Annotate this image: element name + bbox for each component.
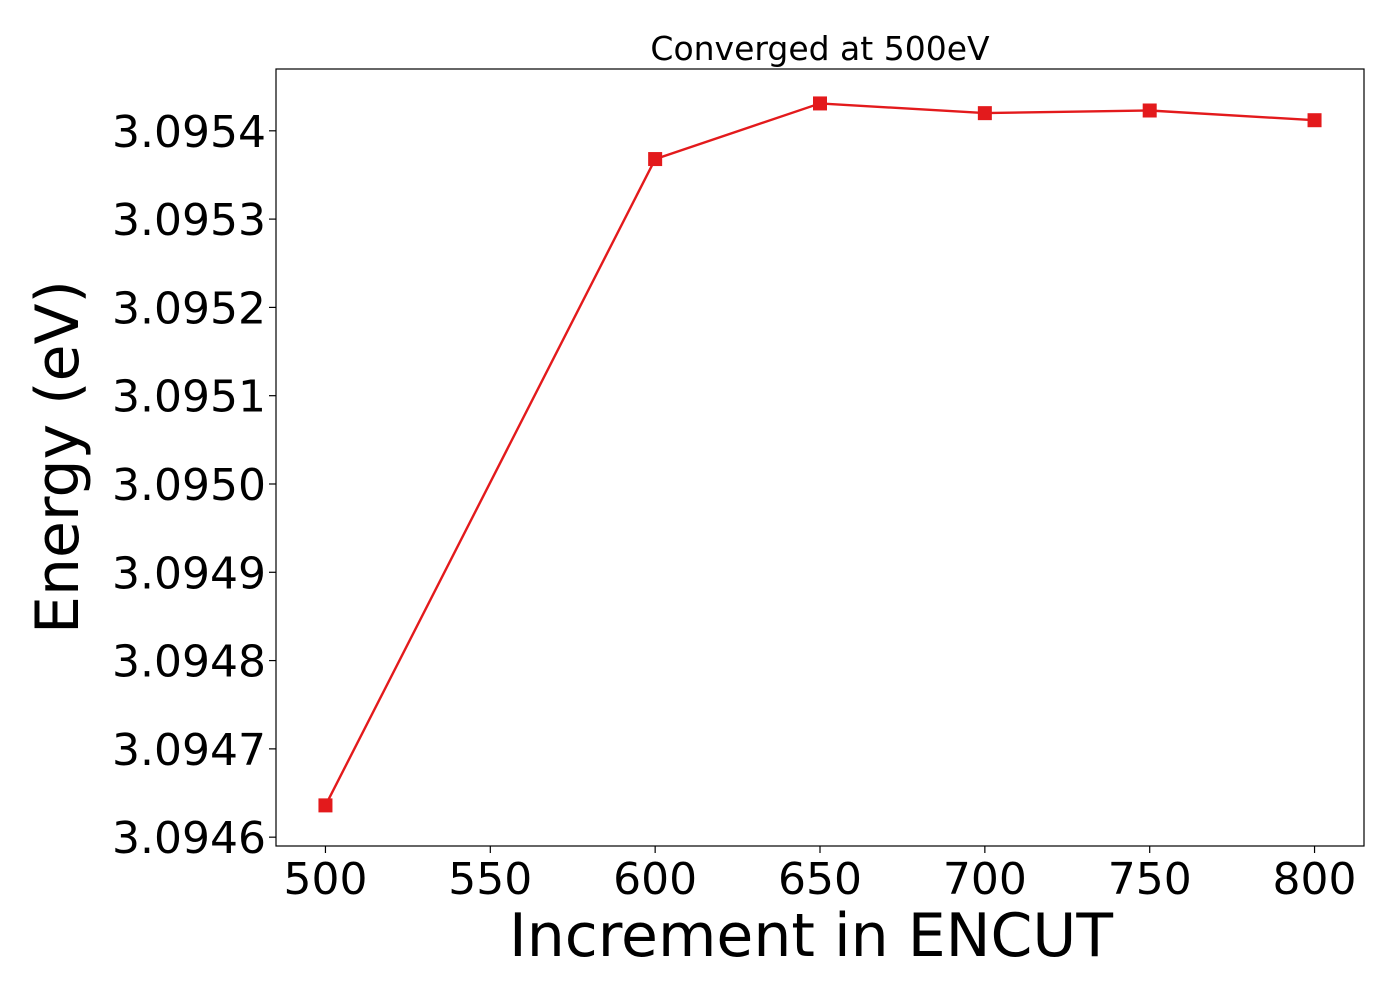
plot-area: 500 550 600 650 700 750 800 3.0946 3.0947 3.0948 3… <box>112 68 1365 905</box>
x-tick-label: 600 <box>613 854 697 905</box>
y-tick-label: 3.0954 <box>112 107 266 158</box>
x-tick-label: 800 <box>1273 854 1357 905</box>
data-point-marker <box>813 96 827 111</box>
y-axis-title: Energy (eV) <box>23 280 93 634</box>
series-line <box>324 102 1315 806</box>
data-point-marker <box>977 106 992 121</box>
x-tick-label: 750 <box>1108 854 1192 905</box>
data-point-marker <box>318 798 333 813</box>
y-tick-label: 3.0950 <box>112 460 266 511</box>
x-axis-title: Increment in ENCUT <box>509 901 1113 971</box>
x-tick-label: 500 <box>283 854 367 905</box>
data-point-marker <box>1142 103 1157 118</box>
x-tick-label: 550 <box>448 854 532 905</box>
y-tick-label: 3.0948 <box>112 637 266 688</box>
y-tick-label: 3.0947 <box>112 725 266 776</box>
data-point-marker <box>1307 113 1322 128</box>
data-point-marker <box>648 152 663 167</box>
y-tick-label: 3.0946 <box>112 813 266 864</box>
x-tick-label: 650 <box>778 854 862 905</box>
y-tick-label: 3.0951 <box>112 372 266 423</box>
chart-title: Converged at 500eV <box>650 29 990 68</box>
y-tick-label: 3.0949 <box>112 548 266 599</box>
y-tick-label: 3.0953 <box>112 195 266 246</box>
y-tick-label: 3.0952 <box>112 283 266 334</box>
x-tick-label: 700 <box>943 854 1027 905</box>
